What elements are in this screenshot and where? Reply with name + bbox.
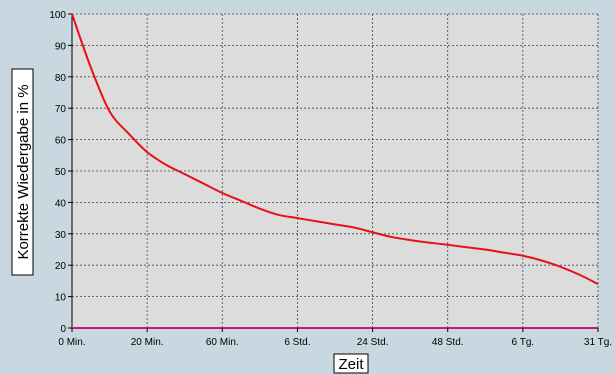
x-tick-label: 24 Std.: [357, 337, 389, 348]
x-tick-label: 6 Tg.: [512, 337, 535, 348]
y-tick-label: 90: [55, 41, 67, 52]
x-tick-label: 20 Min.: [131, 337, 164, 348]
x-tick-label: 60 Min.: [206, 337, 239, 348]
plot-area: [72, 14, 598, 328]
x-tick-label: 0 Min.: [58, 337, 85, 348]
x-axis-title: Zeit: [338, 356, 364, 373]
y-tick-label: 80: [55, 73, 67, 84]
grid-lines: [72, 13, 599, 328]
y-tick-label: 10: [55, 293, 67, 304]
y-tick-label: 60: [55, 136, 67, 147]
y-tick-label: 70: [55, 104, 67, 115]
x-ticks: 0 Min. 20 Min. 60 Min. 6 Std. 24 Std. 48 Std.…: [58, 328, 612, 348]
x-axis-title-group: Zeit: [333, 353, 369, 374]
y-axis-title-box: [11, 68, 34, 276]
y-tick-label: 30: [55, 230, 67, 241]
y-ticks: 0 10 20 30 40 50 60 70 80 90 100: [49, 10, 72, 335]
x-tick-label: 31 Tg.: [584, 337, 612, 348]
y-axis-title: Korrekte Wiedergabe in %: [15, 84, 32, 259]
series-group: [71, 13, 599, 285]
x-tick-label: 6 Std.: [284, 337, 310, 348]
x-tick-label: 48 Std.: [432, 337, 464, 348]
y-tick-label: 40: [55, 198, 67, 209]
y-tick-label: 50: [55, 167, 67, 178]
x-axis-title-box: [333, 353, 369, 374]
y-axis-title-group: Korrekte Wiedergabe in %: [11, 68, 34, 276]
y-tick-label: 100: [49, 10, 66, 21]
y-tick-label: 20: [55, 261, 67, 272]
series-line-0: [71, 13, 599, 285]
y-tick-label: 0: [60, 324, 66, 335]
